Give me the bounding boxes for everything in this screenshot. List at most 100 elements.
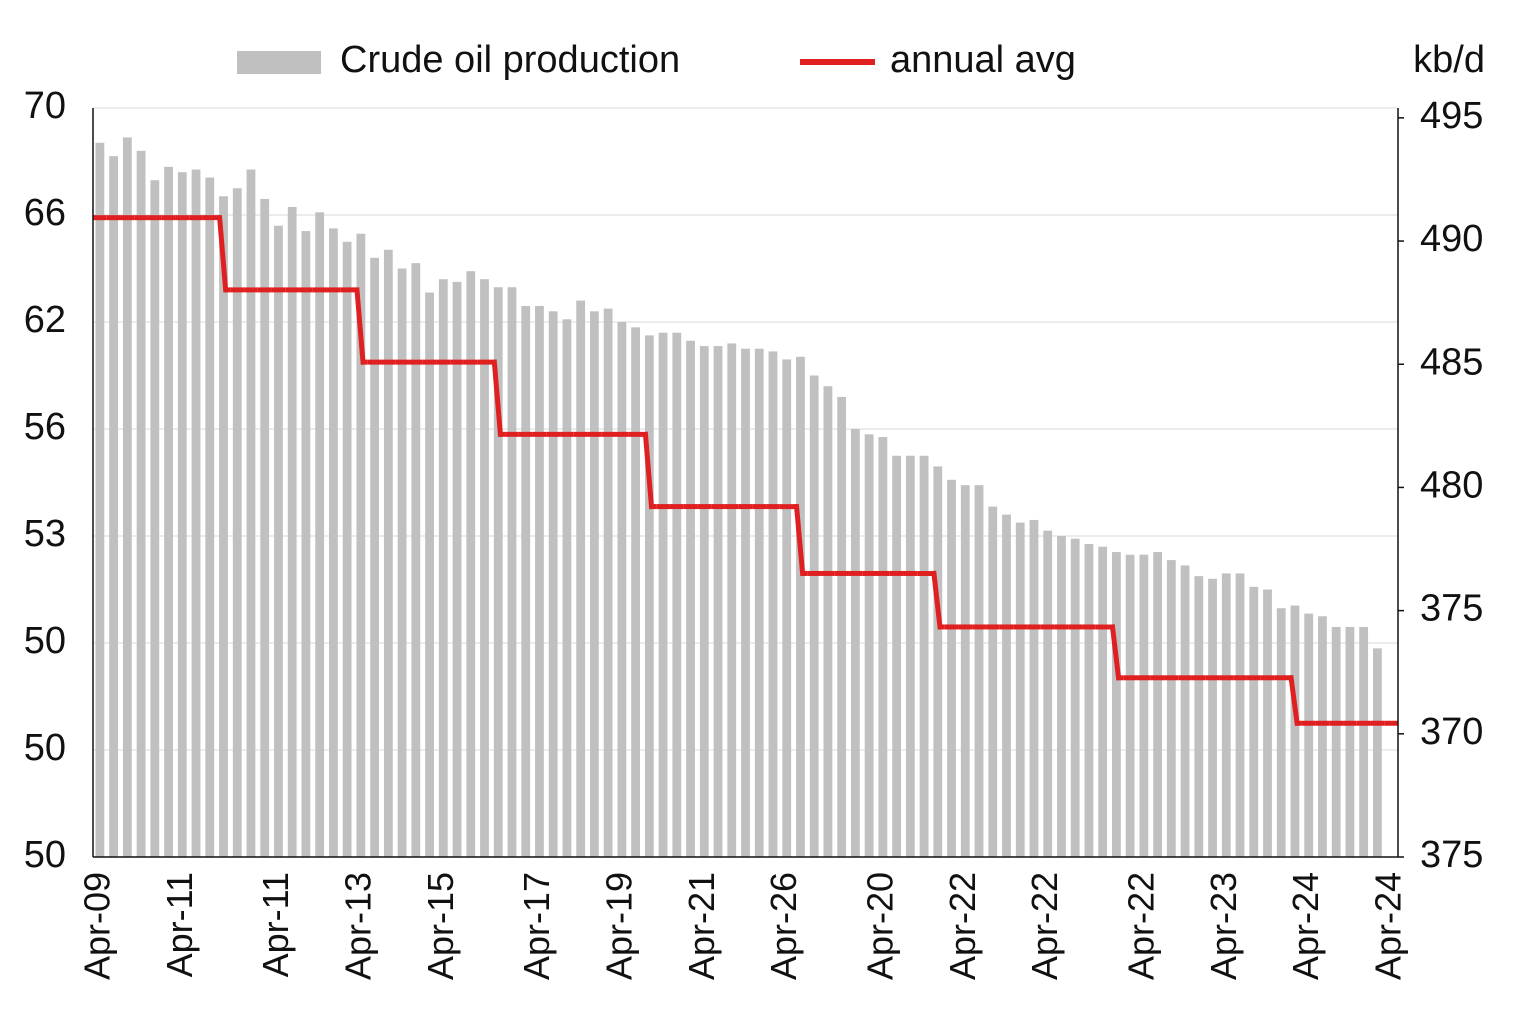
bar [947, 479, 956, 857]
x-tick-label: Apr-22 [1120, 872, 1161, 980]
bar [548, 311, 558, 857]
bar [1290, 605, 1300, 857]
bar [1139, 554, 1149, 857]
y2-tick-label: 490 [1420, 218, 1483, 260]
y-tick-label: 50 [24, 834, 66, 876]
bar [864, 434, 874, 857]
x-tick-label: Apr-24 [1368, 872, 1409, 980]
x-tick-label: Apr-24 [1285, 872, 1326, 980]
bar [741, 348, 750, 857]
bar [397, 268, 407, 857]
bar [1180, 565, 1190, 857]
bar [823, 386, 833, 857]
bar [631, 327, 641, 858]
bar [878, 437, 888, 857]
bar [768, 351, 778, 857]
bar [644, 335, 654, 857]
x-tick-label: Apr-22 [1024, 872, 1065, 980]
y2-tick-label: 495 [1420, 95, 1483, 137]
bar [1084, 544, 1094, 857]
bar [466, 271, 476, 857]
bar [686, 340, 695, 858]
bar [1070, 538, 1080, 857]
bar [850, 429, 860, 857]
bar [672, 332, 682, 857]
y2-tick-label: 375 [1420, 588, 1483, 630]
bar [905, 455, 915, 857]
bar [933, 466, 943, 857]
bar [1015, 522, 1025, 857]
y-tick-label: 50 [24, 620, 66, 662]
legend-label: annual avg [890, 39, 1076, 81]
bar [1098, 546, 1108, 857]
bar [480, 279, 489, 857]
step-connector [216, 214, 1300, 727]
bar [1331, 626, 1341, 857]
y2-tick-label: 480 [1420, 464, 1483, 506]
bar [205, 177, 215, 858]
bar [1208, 578, 1217, 857]
x-tick-label: Apr-09 [76, 872, 117, 980]
bar [315, 212, 325, 857]
bar [328, 228, 338, 857]
bar [1304, 613, 1314, 857]
bar [411, 263, 421, 857]
x-tick-label: Apr-11 [255, 872, 296, 977]
x-tick-label: Apr-21 [681, 872, 722, 980]
bar [576, 300, 586, 858]
bar [1002, 514, 1011, 857]
bar [109, 156, 119, 857]
bar [699, 346, 709, 857]
bar [1057, 536, 1066, 857]
bar [1345, 626, 1355, 857]
bar [603, 308, 613, 857]
bar [919, 455, 929, 857]
bar [1125, 554, 1135, 857]
y2-tick-label: 375 [1420, 834, 1483, 876]
x-tick-label: Apr-11 [159, 872, 200, 977]
y-tick-label: 62 [24, 299, 66, 341]
bar [727, 343, 737, 857]
bar [809, 375, 819, 857]
bar [562, 319, 572, 857]
bar [452, 281, 462, 857]
bar [658, 332, 668, 857]
bar [1166, 560, 1176, 857]
bar [356, 233, 366, 858]
y2-axis-label: kb/d [1413, 39, 1485, 81]
bar [754, 348, 764, 857]
bar [370, 257, 380, 857]
bar [342, 241, 352, 857]
bar [1372, 648, 1382, 857]
bar [1235, 573, 1245, 857]
bar [122, 137, 132, 858]
bar [1029, 519, 1039, 857]
x-tick-label: Apr-17 [516, 872, 557, 980]
legend-label: Crude oil production [340, 39, 680, 81]
y-tick-label: 53 [24, 513, 66, 555]
bar [260, 198, 270, 857]
bar [617, 322, 627, 857]
y2-tick-label: 485 [1420, 341, 1483, 383]
bar [1263, 589, 1272, 857]
bar [301, 231, 311, 858]
bar [1359, 626, 1369, 857]
bar [796, 356, 805, 857]
bar [974, 485, 984, 857]
bar [287, 206, 297, 858]
x-tick-label: Apr-20 [859, 872, 900, 980]
bar [1249, 586, 1259, 857]
x-tick-label: Apr-23 [1203, 872, 1244, 980]
bar [177, 172, 187, 857]
y-tick-label: 66 [24, 192, 66, 234]
y-tick-label: 50 [24, 727, 66, 769]
x-tick-label: Apr-13 [337, 872, 378, 980]
bar [136, 150, 146, 858]
legend-swatch [237, 51, 321, 74]
bar [219, 196, 228, 857]
bar [535, 305, 544, 857]
bar [383, 249, 393, 857]
bar [521, 305, 531, 857]
x-tick-label: Apr-19 [598, 872, 639, 980]
